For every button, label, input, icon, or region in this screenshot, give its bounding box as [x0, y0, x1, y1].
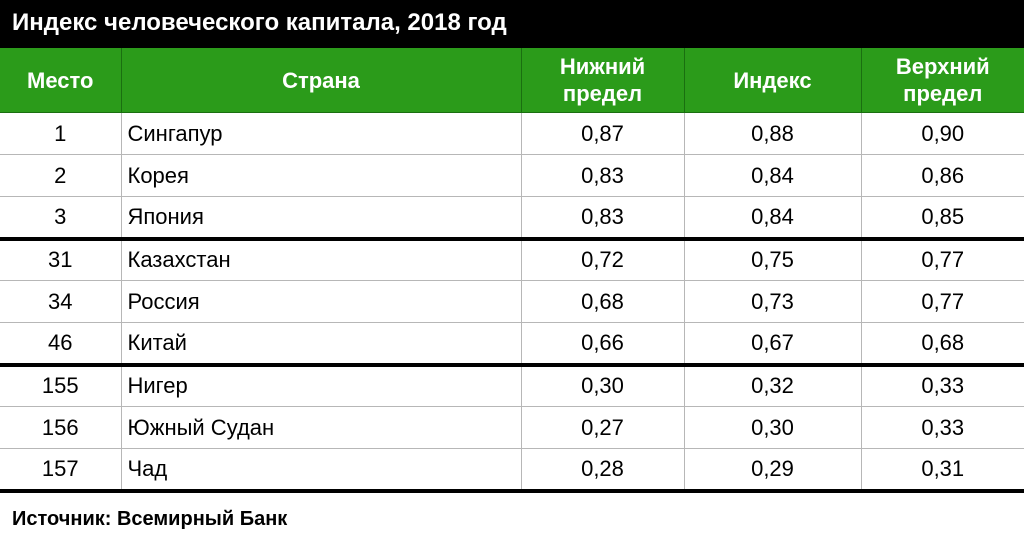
table-row: 34 Россия 0,68 0,73 0,77 [0, 280, 1024, 323]
rank-cell: 31 [0, 238, 121, 281]
index-cell: 0,75 [683, 238, 861, 281]
header-lower: Нижний предел [520, 48, 684, 113]
header-lower-line1: Нижний [559, 54, 646, 79]
header-index: Индекс [683, 48, 861, 113]
index-cell: 0,32 [683, 364, 861, 407]
lower-cell: 0,83 [520, 154, 684, 197]
lower-cell: 0,87 [520, 112, 684, 155]
header-lower-line2: предел [562, 81, 643, 106]
table-row: 156 Южный Судан 0,27 0,30 0,33 [0, 406, 1024, 449]
header-country: Страна [120, 48, 521, 113]
country-cell: Нигер [120, 364, 521, 407]
upper-cell: 0,86 [860, 154, 1024, 197]
table-row: 1 Сингапур 0,87 0,88 0,90 [0, 112, 1024, 155]
rank-cell: 157 [0, 448, 121, 493]
header-upper-line1: Верхний [895, 54, 990, 79]
index-cell: 0,88 [683, 112, 861, 155]
country-cell: Россия [120, 280, 521, 323]
source-note: Источник: Всемирный Банк [12, 508, 288, 530]
lower-cell: 0,68 [520, 280, 684, 323]
upper-cell: 0,31 [860, 448, 1024, 493]
table-title: Индекс человеческого капитала, 2018 год [0, 0, 1024, 48]
hci-table: Место Страна Нижний предел Индекс Верхни… [0, 48, 1024, 493]
country-cell: Казахстан [120, 238, 521, 281]
rank-cell: 156 [0, 406, 121, 449]
index-cell: 0,29 [683, 448, 861, 493]
index-cell: 0,67 [683, 322, 861, 367]
index-cell: 0,30 [683, 406, 861, 449]
lower-cell: 0,27 [520, 406, 684, 449]
index-cell: 0,84 [683, 154, 861, 197]
upper-cell: 0,77 [860, 280, 1024, 323]
upper-cell: 0,33 [860, 406, 1024, 449]
rank-cell: 3 [0, 196, 121, 241]
country-cell: Южный Судан [120, 406, 521, 449]
country-cell: Япония [120, 196, 521, 241]
country-cell: Чад [120, 448, 521, 493]
lower-cell: 0,83 [520, 196, 684, 241]
lower-cell: 0,66 [520, 322, 684, 367]
rank-cell: 1 [0, 112, 121, 155]
upper-cell: 0,77 [860, 238, 1024, 281]
rank-cell: 155 [0, 364, 121, 407]
lower-cell: 0,28 [520, 448, 684, 493]
country-cell: Китай [120, 322, 521, 367]
table-row: 31 Казахстан 0,72 0,75 0,77 [0, 238, 1024, 281]
rank-cell: 46 [0, 322, 121, 367]
header-upper-line2: предел [903, 81, 983, 106]
table-row: 2 Корея 0,83 0,84 0,86 [0, 154, 1024, 197]
header-rank: Место [0, 48, 121, 113]
upper-cell: 0,85 [860, 196, 1024, 241]
table-row: 155 Нигер 0,30 0,32 0,33 [0, 364, 1024, 407]
upper-cell: 0,33 [860, 364, 1024, 407]
header-row: Место Страна Нижний предел Индекс Верхни… [0, 48, 1024, 113]
table-row: 3 Япония 0,83 0,84 0,85 [0, 196, 1024, 241]
upper-cell: 0,90 [860, 112, 1024, 155]
rank-cell: 34 [0, 280, 121, 323]
country-cell: Сингапур [120, 112, 521, 155]
index-cell: 0,73 [683, 280, 861, 323]
header-upper: Верхний предел [860, 48, 1024, 113]
table-row: 157 Чад 0,28 0,29 0,31 [0, 448, 1024, 493]
table-row: 46 Китай 0,66 0,67 0,68 [0, 322, 1024, 367]
lower-cell: 0,30 [520, 364, 684, 407]
index-cell: 0,84 [683, 196, 861, 241]
country-cell: Корея [120, 154, 521, 197]
upper-cell: 0,68 [860, 322, 1024, 367]
lower-cell: 0,72 [520, 238, 684, 281]
rank-cell: 2 [0, 154, 121, 197]
